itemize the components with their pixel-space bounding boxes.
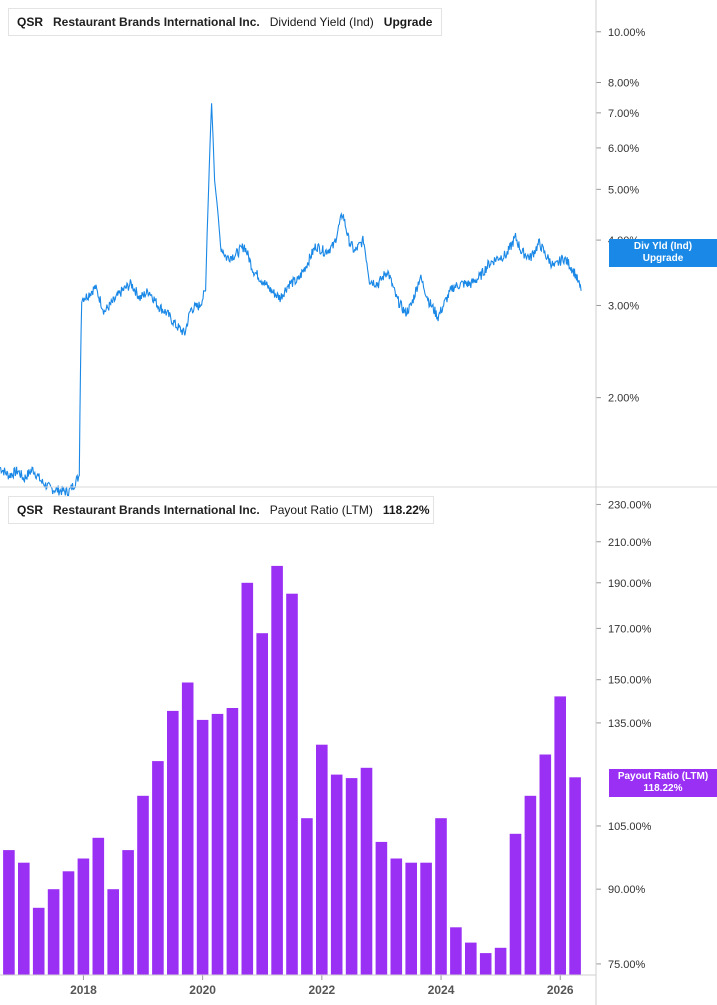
payout-bar (152, 761, 164, 975)
payout-bar (92, 837, 105, 975)
payout-bar (524, 795, 537, 975)
top-y-axis: 10.00%8.00%7.00%6.00%5.00%4.00%3.00%2.00… (596, 27, 646, 405)
y-tick-label: 3.00% (608, 300, 639, 312)
company-name: Restaurant Brands International Inc. (53, 15, 260, 29)
payout-bar (494, 947, 507, 975)
payout-bar (226, 708, 239, 975)
payout-bar (569, 777, 581, 975)
payout-bar (479, 953, 492, 975)
y-tick-label: 135.00% (608, 718, 652, 730)
payout-bar (316, 744, 328, 975)
y-tick-label: 230.00% (608, 499, 652, 511)
payout-bar (167, 710, 179, 975)
tag-title: Payout Ratio (LTM) (617, 771, 709, 782)
y-tick-label: 90.00% (608, 884, 646, 896)
dividend-yield-series (0, 103, 582, 499)
payout-bar (18, 862, 30, 975)
ticker-label: QSR (17, 503, 44, 517)
payout-bar (286, 593, 298, 975)
payout-bar (554, 696, 566, 975)
payout-bar (435, 818, 447, 975)
payout-bar (241, 582, 254, 975)
tag-title: Div Yld (Ind) (633, 241, 693, 252)
company-name: Restaurant Brands International Inc. (53, 503, 260, 517)
payout-bar (256, 633, 268, 975)
y-tick-label: 190.00% (608, 578, 652, 590)
payout-bar (465, 942, 477, 975)
payout-bar (196, 719, 209, 975)
y-tick-label: 7.00% (608, 108, 639, 120)
payout-bar (405, 862, 417, 975)
payout-ratio-tag: Payout Ratio (LTM) 118.22% (609, 769, 717, 797)
payout-bar (345, 778, 358, 975)
metric-name: Payout Ratio (LTM) (269, 503, 373, 517)
y-tick-label: 8.00% (608, 77, 639, 89)
payout-bar (181, 682, 194, 975)
payout-bar (211, 713, 224, 975)
y-tick-label: 2.00% (608, 393, 639, 405)
metric-value: 118.22% (382, 503, 430, 517)
payout-bar (3, 850, 15, 975)
payout-bar (32, 907, 45, 975)
y-tick-label: 75.00% (608, 959, 646, 971)
dividend-yield-line (0, 103, 582, 499)
x-tick-label: 2022 (308, 983, 335, 997)
payout-ratio-series (3, 565, 581, 975)
payout-bar (390, 858, 403, 975)
y-tick-label: 10.00% (608, 27, 646, 39)
payout-bar (107, 889, 119, 975)
payout-bar (271, 565, 283, 975)
payout-bar (47, 889, 60, 975)
payout-bar (62, 871, 75, 975)
y-tick-label: 5.00% (608, 184, 639, 196)
ticker-label: QSR (17, 15, 44, 29)
y-tick-label: 210.00% (608, 537, 652, 549)
upgrade-link[interactable]: Upgrade (383, 15, 433, 29)
top-legend: QSR Restaurant Brands International Inc.… (8, 8, 442, 36)
x-tick-label: 2026 (547, 983, 574, 997)
x-axis: 2018 2020 2022 2024 2026 (70, 975, 574, 997)
payout-bar (77, 858, 90, 975)
payout-bar (450, 927, 462, 975)
bottom-y-axis: 230.00% 210.00% 190.00% 170.00% 150.00% 135.0… (596, 499, 652, 971)
x-tick-label: 2024 (428, 983, 455, 997)
payout-bar (375, 841, 388, 975)
y-tick-label: 170.00% (608, 623, 652, 635)
y-tick-label: 150.00% (608, 675, 652, 687)
payout-bar (539, 754, 552, 975)
payout-bar (330, 774, 343, 975)
dividend-yield-tag[interactable]: Div Yld (Ind) Upgrade (609, 239, 717, 267)
tag-upgrade: Upgrade (642, 253, 684, 264)
payout-bar (137, 795, 149, 975)
x-tick-label: 2018 (70, 983, 97, 997)
payout-bar (301, 818, 313, 975)
y-tick-label: 105.00% (608, 821, 652, 833)
metric-name: Dividend Yield (Ind) (269, 15, 374, 29)
tag-value: 118.22% (643, 783, 683, 794)
payout-bar (420, 862, 432, 975)
y-tick-label: 6.00% (608, 143, 639, 155)
payout-bar (509, 833, 522, 975)
x-tick-label: 2020 (189, 983, 216, 997)
payout-bar (122, 850, 134, 975)
payout-bar (360, 767, 373, 975)
bottom-legend: QSR Restaurant Brands International Inc.… (8, 496, 434, 524)
